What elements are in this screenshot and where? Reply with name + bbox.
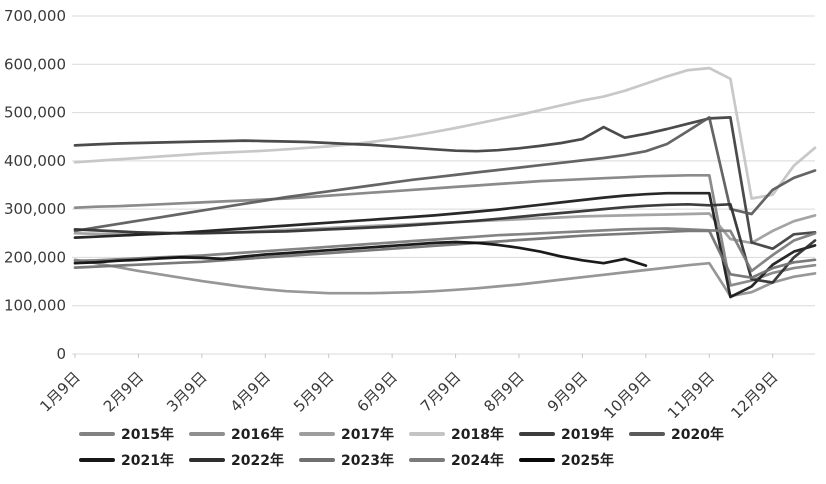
legend-label: 2025年 [561,453,614,469]
gridlines [72,15,815,355]
legend-item-2021: 2021年 [79,450,189,470]
y-tick-label: 0 [56,345,66,363]
legend-label: 2015年 [121,427,174,443]
legend-item-2016: 2016年 [189,424,299,444]
legend-label: 2023年 [341,453,394,469]
series-line-2018 [73,66,817,200]
y-tick-label: 500,000 [4,104,66,122]
legend-label: 2016年 [231,427,284,443]
series-line-2022 [73,202,817,284]
y-tick-label: 100,000 [4,297,66,315]
legend-line-swatch [409,432,445,436]
series-line-2015 [73,173,817,287]
chart-container: 0 100,000 200,000 300,000 400,000 500,000 600,… [4,7,817,418]
legend-item-2015: 2015年 [79,424,189,444]
y-tick-label: 700,000 [4,7,66,25]
x-tick-label: 11月9日 [664,368,718,418]
y-tick-label: 600,000 [4,55,66,73]
line-chart: 0 100,000 200,000 300,000 400,000 500,000 600,… [4,7,817,418]
legend-line-swatch [79,458,115,462]
legend-label: 2019年 [561,427,614,443]
legend-item-2024: 2024年 [409,450,519,470]
legend-label: 2018年 [451,427,504,443]
legend-rows: 2015年 2016年 2017年 2018年 2019年 2020年 2021年 2022年… [79,424,747,470]
chart-legend: 2015年 2016年 2017年 2018年 2019年 2020年 2021年 2022年… [0,424,826,470]
legend-item-2018: 2018年 [409,424,519,444]
legend-label: 2024年 [451,453,504,469]
legend-line-swatch [519,458,555,462]
x-tick-label: 4月9日 [227,368,274,415]
legend-line-swatch [299,432,335,436]
legend-item-2023: 2023年 [299,450,409,470]
legend-line-swatch [299,458,335,462]
legend-label: 2021年 [121,453,174,469]
y-tick-label: 300,000 [4,200,66,218]
series-line-2024 [73,227,817,273]
legend-line-swatch [409,458,445,462]
x-tick-label: 7月9日 [417,368,464,415]
legend-line-swatch [79,432,115,436]
legend-line-swatch [189,458,225,462]
legend-label: 2017年 [341,427,394,443]
x-tick-label: 2月9日 [100,368,147,415]
legend-item-2017: 2017年 [299,424,409,444]
x-tick-label: 10月9日 [600,368,654,418]
legend-line-swatch [189,432,225,436]
series-line-2016 [73,258,817,298]
legend-item-2022: 2022年 [189,450,299,470]
series-line-2025 [73,240,648,267]
legend-item-2020: 2020年 [629,424,739,444]
x-tick-label: 3月9日 [163,368,210,415]
x-tick-label: 9月9日 [544,368,591,415]
x-axis-labels: 1月9日 2月9日 3月9日 4月9日 5月9日 6月9日 7月9日 8月9日 9月9日 10月9… [36,354,782,418]
x-tick-label: 6月9日 [354,368,401,415]
x-tick-label: 1月9日 [36,368,83,415]
y-tick-label: 200,000 [4,248,66,266]
x-tick-label: 8月9日 [480,368,527,415]
legend-label: 2022年 [231,453,284,469]
x-tick-label: 5月9日 [290,368,337,415]
series-line-2019 [73,116,817,251]
series-line-2021 [73,191,817,299]
legend-item-2025: 2025年 [519,450,629,470]
series-lines [73,66,817,299]
y-axis-labels: 0 100,000 200,000 300,000 400,000 500,000 600,… [4,7,66,363]
x-tick-label: 12月9日 [727,368,781,418]
series-line-2020 [73,116,817,233]
legend-line-swatch [519,432,555,436]
legend-item-2019: 2019年 [519,424,629,444]
y-tick-label: 400,000 [4,152,66,170]
legend-label: 2020年 [671,427,724,443]
legend-line-swatch [629,432,665,436]
